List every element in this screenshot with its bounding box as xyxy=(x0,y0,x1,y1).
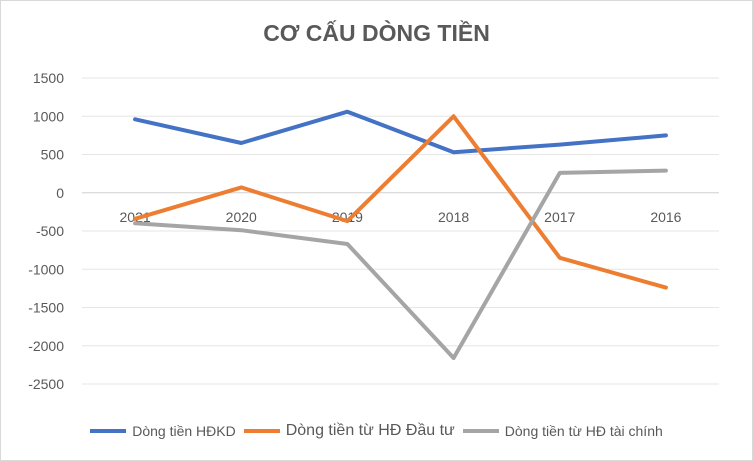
legend-label-dau-tu: Dòng tiền từ HĐ Đầu tư xyxy=(285,422,455,439)
y-tick-label: -2500 xyxy=(28,376,64,392)
series-lines xyxy=(133,109,668,360)
x-tick-label: 2017 xyxy=(544,209,575,225)
legend: Dòng tiền HĐKD Dòng tiền từ HĐ Đầu tư Dò… xyxy=(0,419,753,443)
x-tick-label: 2020 xyxy=(226,209,257,225)
x-axis-ticks: 2021 2020 2019 2018 2017 2016 xyxy=(120,209,682,225)
series-line-2 xyxy=(133,114,668,290)
y-tick-label: 500 xyxy=(41,147,65,163)
y-tick-label: -1000 xyxy=(28,261,64,277)
y-tick-label: 0 xyxy=(56,185,64,201)
legend-label-tai-chinh: Dòng tiền từ HĐ tài chính xyxy=(504,423,663,439)
series-line-1 xyxy=(133,109,668,155)
y-tick-label: 1000 xyxy=(33,108,64,124)
legend-swatch-dau-tu xyxy=(243,429,280,433)
legend-item-tai-chinh: Dòng tiền từ HĐ tài chính xyxy=(462,423,663,439)
y-axis-ticks: 1500 1000 500 0 -500 -1000 -1500 -2000 -2500 xyxy=(28,70,64,392)
legend-swatch-hdkd xyxy=(90,429,127,433)
series-line-3 xyxy=(133,168,668,360)
gridlines xyxy=(82,77,719,385)
y-tick-label: -2000 xyxy=(28,338,64,354)
y-tick-label: 1500 xyxy=(33,70,64,86)
legend-item-dau-tu: Dòng tiền từ HĐ Đầu tư xyxy=(243,422,455,440)
legend-item-hdkd: Dòng tiền HĐKD xyxy=(90,423,236,439)
legend-label-hdkd: Dòng tiền HĐKD xyxy=(132,423,236,439)
x-tick-label: 2016 xyxy=(650,209,681,225)
chart-title: CƠ CẤU DÒNG TIỀN xyxy=(263,20,490,46)
y-tick-label: -1500 xyxy=(28,300,64,316)
legend-swatch-tai-chinh xyxy=(462,429,499,433)
y-tick-label: -500 xyxy=(36,223,64,239)
x-tick-label: 2018 xyxy=(438,209,469,225)
